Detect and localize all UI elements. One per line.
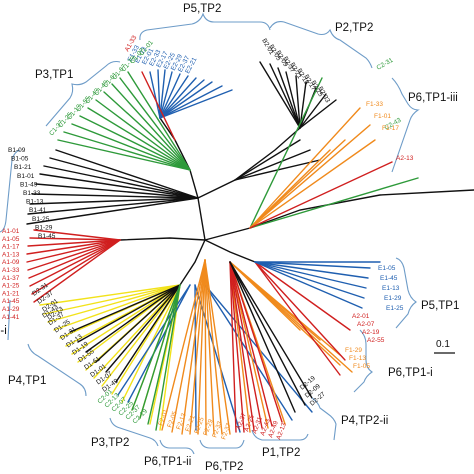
leaf-label: B1-49 (20, 181, 38, 188)
bracket-p6tp1iii (391, 77, 420, 173)
clade-brackets (0, 12, 420, 455)
leaf-label: A1-41 (2, 314, 20, 321)
leaf-label: B1-01 (17, 173, 35, 180)
leaf-label: A1-25 (2, 283, 20, 290)
clade-a1-red-branches (26, 229, 121, 303)
group-label-p6tp1i: P6,TP1-i (388, 367, 433, 379)
clade-green-c2-lower-branches (131, 284, 181, 431)
branch-backbone-left (119, 237, 206, 241)
clade-red-bottom-branches (229, 261, 351, 433)
leaf-label: A1-05 (2, 236, 20, 243)
group-labels: P5,TP2 P2,TP2 P3,TP1 P6,TP1-iii P5,TP1 2… (0, 3, 459, 473)
leaf-label: B1-33 (23, 190, 41, 197)
clade-p5tp2-branches (149, 69, 233, 119)
leaf-label: B1-05 (11, 156, 29, 163)
bracket-p6tp1i (353, 329, 373, 393)
leaf-labels: E1-33E1-13E2-01E2-33E2-17E2-25E2-29E2-37… (2, 34, 414, 441)
leaf-label: A1-29 (2, 306, 20, 313)
leaf-label: E1-29 (384, 295, 402, 302)
group-label-2i: 2-i (0, 325, 7, 337)
leaf-label: E1-25 (386, 305, 404, 312)
scale-bar-label: 0.1 (436, 339, 450, 350)
clade-orange-f1-branches (249, 107, 376, 229)
leaf-label: A1-21 (2, 290, 20, 297)
group-label-p5tp2: P5,TP2 (183, 3, 221, 15)
scale-bar: 0.1 (434, 339, 455, 354)
leaf-label: A1-17 (2, 244, 20, 251)
leaf-label: F1-29 (345, 347, 362, 354)
bracket-p4tp1 (27, 343, 87, 397)
leaf-label: B1-29 (35, 224, 53, 231)
bracket-p5tp1 (395, 257, 417, 329)
branch-backbone-upper (159, 117, 206, 241)
group-label-p1tp2: P1,TP2 (262, 447, 300, 459)
leaf-label: A1-37 (2, 275, 20, 282)
leaf-label: B1-21 (14, 164, 32, 171)
branch-red-a213 (249, 161, 393, 229)
bracket-p2tp2 (269, 21, 373, 69)
leaf-label: E1-13 (382, 285, 400, 292)
leaf-label: A1-09 (2, 259, 20, 266)
leaf-label: C2-31 (376, 57, 395, 72)
leaf-label: B1-13 (26, 199, 44, 206)
leaf-label: A1-01 (2, 228, 20, 235)
clade-d1-black-branches (69, 284, 181, 383)
clade-orange-bottom-branches (161, 259, 353, 435)
leaf-label: F1-13 (349, 355, 366, 362)
bracket-b1 (0, 149, 21, 233)
leaf-label: A2-13 (396, 155, 414, 162)
bracket-p3tp1 (45, 60, 121, 127)
leaf-label: A1-45 (2, 298, 20, 305)
leaf-label: F1-05 (353, 363, 370, 370)
leaf-label: A1-33 (2, 267, 20, 274)
leaf-label: A2-55 (367, 337, 385, 344)
group-label-p3tp1: P3,TP1 (35, 69, 73, 81)
leaf-label: B1-45 (38, 233, 56, 240)
bracket-p3tp2 (109, 417, 159, 447)
group-label-p6tp1iii: P6,TP1-iii (408, 92, 458, 104)
leaf-label: F1-33 (366, 101, 383, 108)
bracket-p4tp2ii (311, 397, 337, 441)
group-label-p4tp2ii: P4,TP2-ii (341, 415, 388, 427)
leaf-label: A2-07 (357, 321, 375, 328)
leaf-label: A1-13 (2, 251, 20, 258)
tree-branches (26, 61, 474, 435)
leaf-label: E1-05 (378, 265, 396, 272)
branch-long-outgroup (204, 189, 474, 241)
bracket-p6tp1ii (159, 439, 195, 455)
branch-backbone-lower (179, 239, 206, 286)
clade-p5tp1-blue-branches (254, 261, 381, 309)
clade-green-c2-branches (249, 77, 419, 229)
group-label-p4tp1: P4,TP1 (8, 375, 46, 387)
group-label-p3tp2: P3,TP2 (91, 437, 129, 449)
group-label-p5tp1: P5,TP1 (421, 300, 459, 312)
clade-p3tp1-green-branches (57, 71, 191, 171)
leaf-label: F1-01 (374, 113, 391, 120)
leaf-label: E1-45 (380, 275, 398, 282)
branch-red-a133 (141, 71, 176, 141)
leaf-label: B1-25 (32, 216, 50, 223)
leaf-label: A2-19 (362, 329, 380, 336)
leaf-label: B1-09 (8, 147, 26, 154)
group-label-p6tp2: P6,TP2 (205, 461, 243, 473)
leaf-label: F1-17 (382, 125, 399, 132)
branch-backbone-right (204, 239, 256, 263)
leaf-label: A2-01 (352, 313, 370, 320)
leaf-label: B1-41 (29, 207, 47, 214)
bracket-p6tp2 (199, 439, 245, 449)
branch-backbone-b2 (197, 127, 301, 199)
bracket-p1tp2 (251, 429, 309, 441)
group-label-p6tp1ii: P6,TP1-ii (144, 456, 191, 468)
bracket-p5tp2 (139, 12, 271, 41)
clade-d2-black-branches (229, 261, 313, 413)
clade-b1-black-branches (26, 149, 199, 225)
group-label-p2tp2: P2,TP2 (335, 22, 373, 34)
bracket-2i (7, 299, 11, 341)
